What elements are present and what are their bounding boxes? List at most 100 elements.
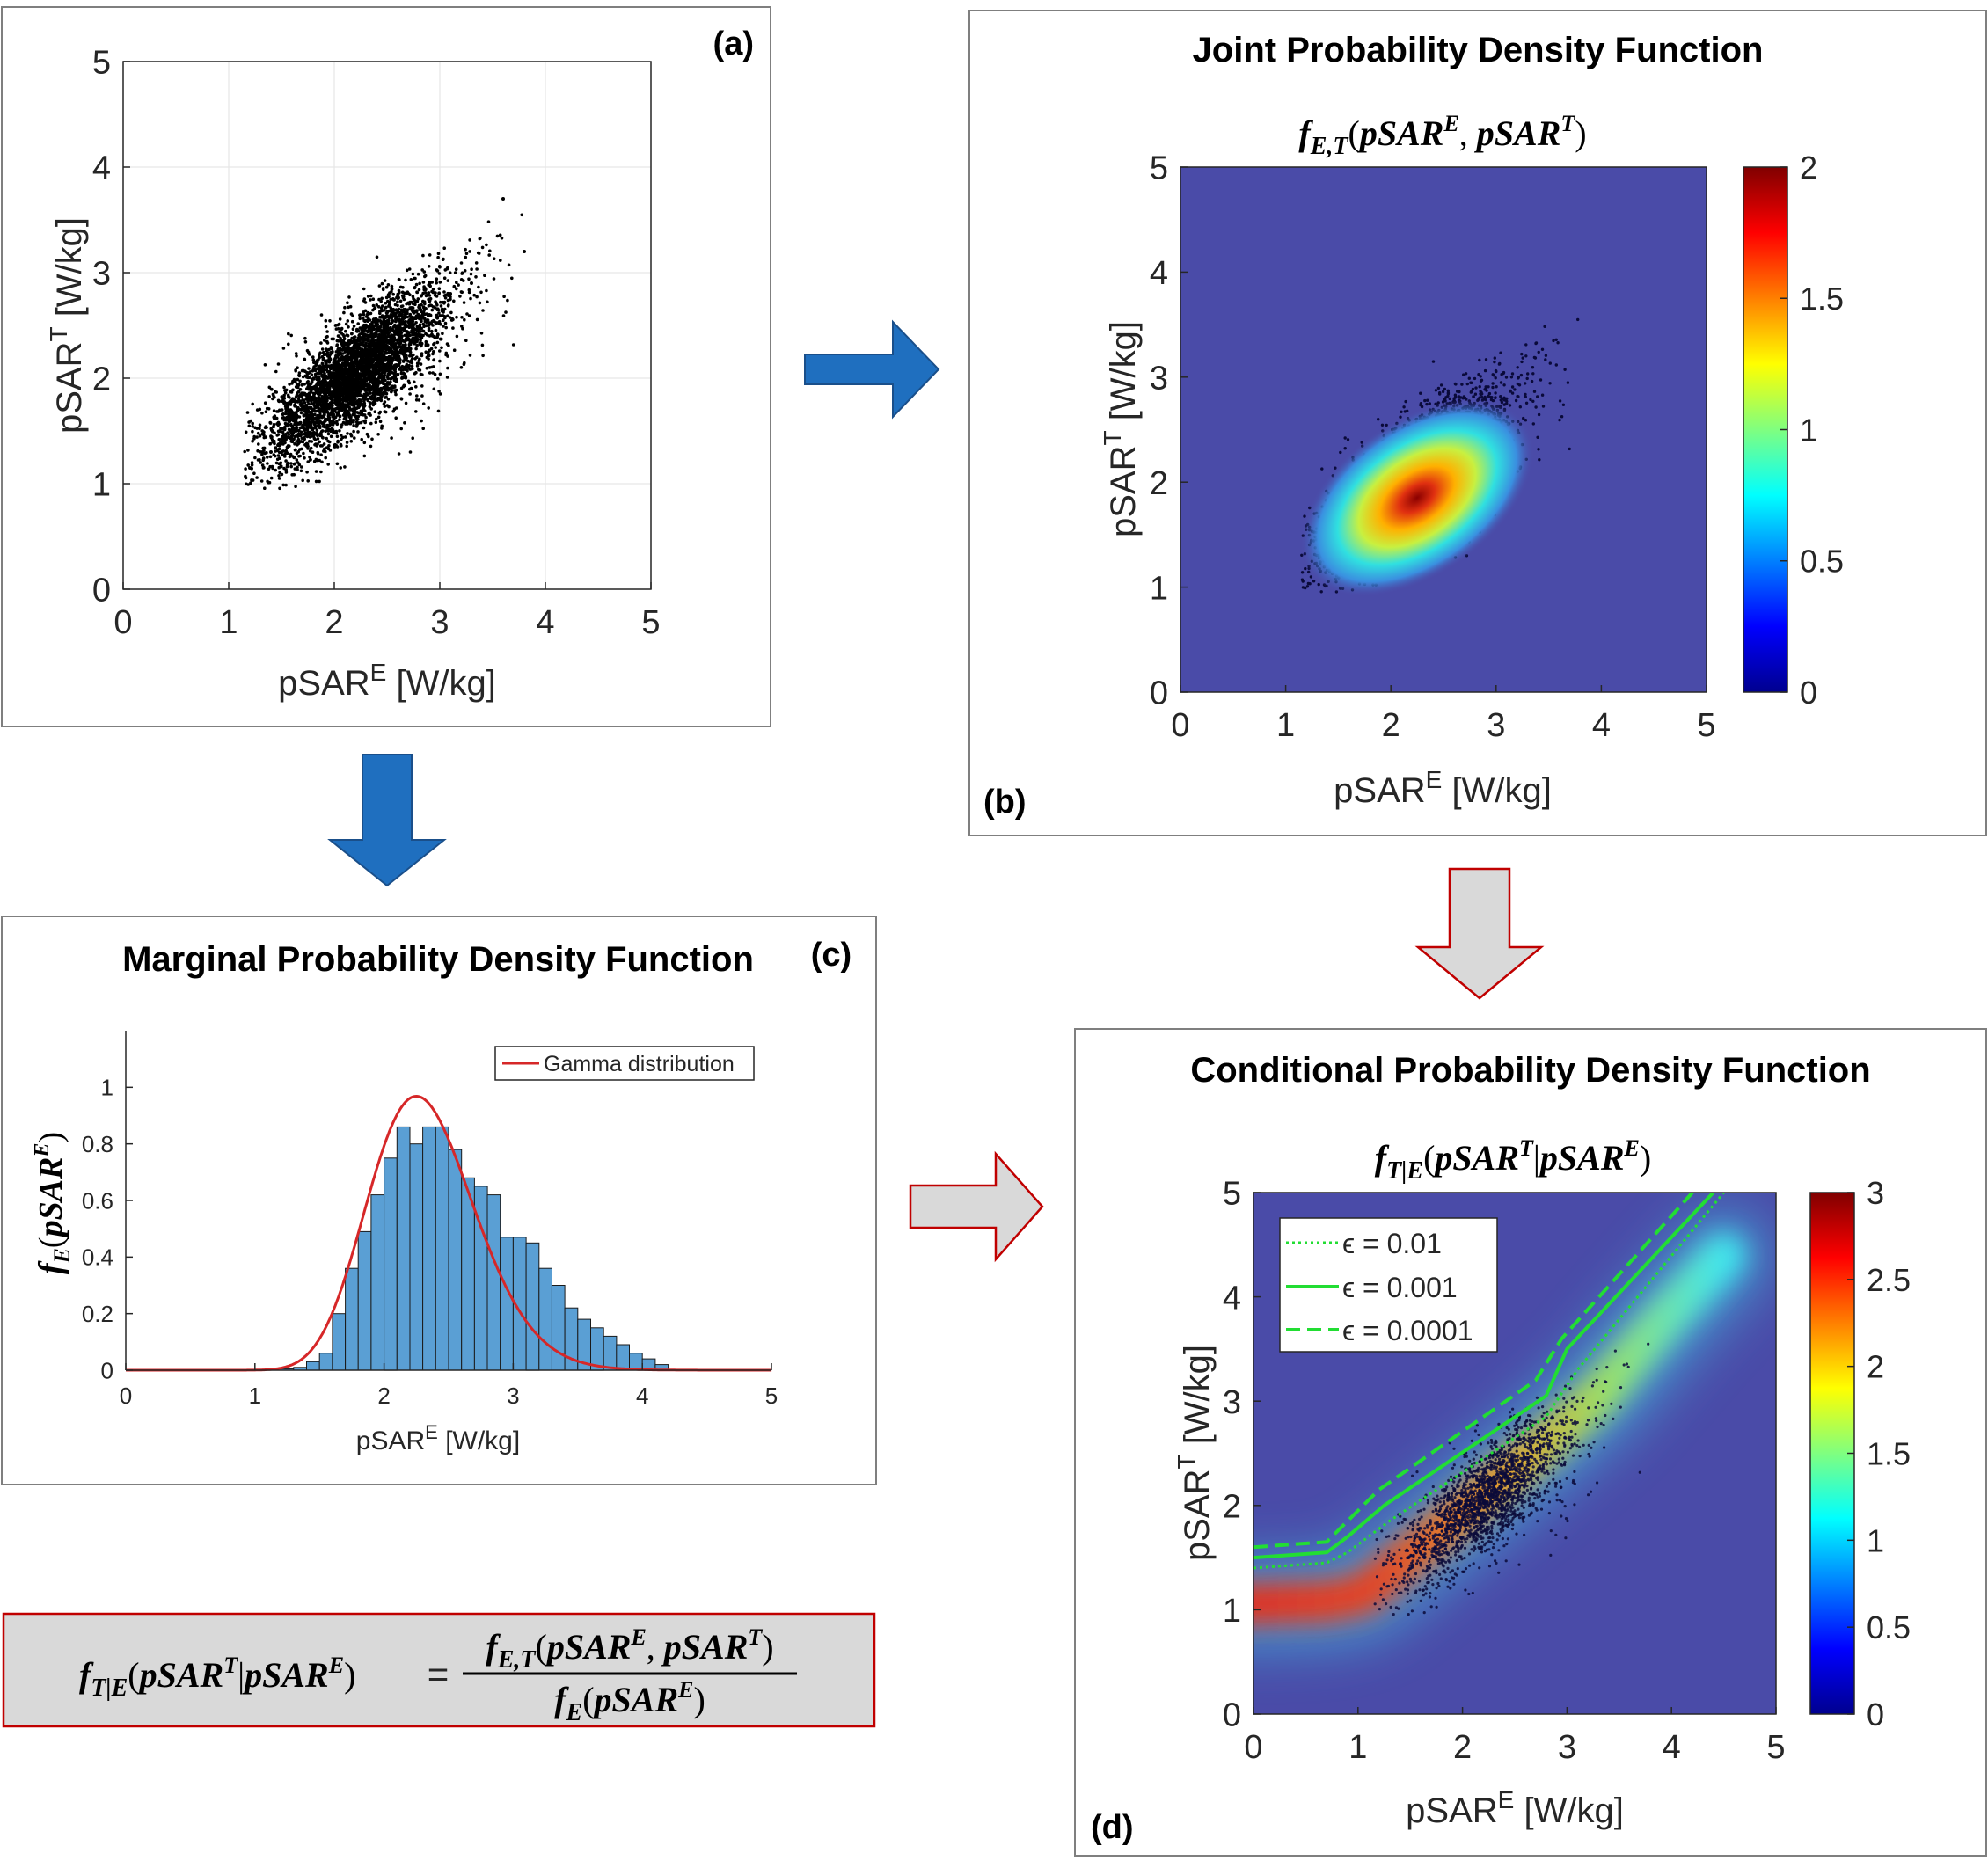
panel-a-point — [362, 380, 367, 383]
panel-a-point — [305, 405, 309, 410]
panel-a-point — [421, 427, 426, 431]
panel-a-point — [397, 324, 401, 328]
panel-a-point — [443, 296, 448, 300]
panel-a-point — [327, 347, 331, 352]
panel-a-point — [392, 373, 397, 377]
panel-a-point — [386, 283, 391, 287]
panel-a-point — [318, 444, 323, 448]
panel-a-point — [330, 376, 333, 380]
panel-a-point — [325, 396, 330, 400]
panel-a-point — [302, 414, 306, 418]
panel-a-point — [266, 462, 269, 465]
panel-a-point — [414, 316, 418, 320]
panel-a-point — [243, 449, 247, 454]
panel-a-point — [374, 346, 378, 350]
panel-a-point — [327, 364, 331, 368]
panel-a-point — [367, 338, 370, 341]
panel-a-point — [435, 340, 440, 345]
panel-a-point — [356, 322, 361, 325]
panel-a-point — [359, 388, 363, 392]
panel-a-point — [351, 412, 355, 417]
panel-a-point — [318, 414, 321, 419]
panel-a-point — [296, 437, 301, 441]
panel-a-point — [331, 415, 335, 419]
panel-a-point — [463, 317, 466, 322]
panel-a-point — [455, 334, 459, 339]
panel-a-point — [343, 392, 347, 396]
panel-a-point — [315, 385, 319, 390]
panel-a-point — [343, 350, 347, 354]
panel-a-point — [277, 477, 281, 480]
panel-a-point — [291, 416, 295, 420]
panel-a-point — [281, 416, 286, 420]
panel-a-point — [407, 267, 412, 271]
panel-a-point — [399, 386, 404, 390]
panel-a-point — [311, 413, 315, 417]
panel-a-point — [478, 237, 482, 241]
panel-b-point — [1377, 418, 1380, 421]
panel-a-point — [443, 268, 448, 272]
panel-a-point — [467, 277, 471, 281]
panel-a-point — [283, 390, 288, 395]
panel-b-point — [1525, 376, 1529, 381]
panel-a-point — [372, 390, 376, 394]
panel-a-point — [268, 455, 273, 459]
panel-a-point — [336, 375, 340, 378]
panel-a-point — [318, 353, 321, 357]
panel-a-point — [288, 383, 291, 386]
panel-a-point — [333, 390, 336, 395]
panel-a-point — [422, 288, 427, 291]
panel-a-point — [362, 312, 366, 317]
panel-a-point — [477, 252, 481, 255]
panel-a-point — [343, 371, 347, 375]
panel-a-point — [364, 357, 369, 361]
panel-a-point — [380, 281, 384, 286]
panel-a-point — [362, 317, 365, 320]
panel-a-point — [244, 467, 247, 471]
panel-a-point — [437, 291, 442, 295]
panel-a-point — [251, 429, 254, 434]
panel-a-data-point-12 — [523, 250, 526, 253]
panel-a-point — [250, 463, 254, 467]
panel-a-point — [381, 368, 384, 371]
panel-a-point — [310, 388, 314, 392]
panel-a-point — [390, 436, 393, 440]
panel-a-point — [316, 442, 319, 446]
panel-a-point — [344, 403, 347, 406]
panel-a-point — [246, 463, 251, 467]
panel-a-point — [293, 422, 296, 427]
panel-a-point — [371, 335, 376, 339]
panel-a-point — [343, 383, 347, 388]
panel-a-point — [386, 398, 391, 401]
panel-a-point — [339, 442, 343, 447]
panel-a-point — [413, 380, 416, 384]
panel-a-point — [384, 396, 387, 399]
panel-a-point — [408, 350, 413, 354]
panel-a-point — [366, 393, 370, 397]
panel-a-point — [322, 411, 325, 414]
panel-a-point — [272, 422, 276, 427]
panel-a-point — [366, 295, 370, 298]
panel-a-xtick-label-2: 2 — [325, 604, 343, 641]
panel-a-point — [437, 311, 441, 315]
panel-b-point — [1563, 368, 1567, 371]
panel-a-point — [437, 272, 442, 275]
panel-a-point — [398, 312, 403, 317]
panel-a-point — [475, 295, 479, 299]
panel-a-point — [276, 454, 281, 457]
panel-a-point — [274, 416, 279, 420]
panel-a-point — [307, 440, 311, 443]
panel-a-point — [483, 274, 486, 278]
panel-a-point — [501, 314, 506, 317]
panel-a-point — [298, 448, 302, 451]
panel-a-data-point-3 — [364, 366, 368, 369]
panel-a-point — [324, 429, 327, 434]
panel-a-point — [282, 426, 287, 429]
panel-a-point — [395, 295, 398, 300]
panel-a-point — [402, 354, 406, 359]
panel-a-point — [368, 401, 372, 405]
panel-a-point — [297, 383, 301, 387]
panel-a-point — [265, 406, 269, 411]
panel-a-point — [451, 326, 455, 330]
panel-a-point — [369, 298, 372, 302]
